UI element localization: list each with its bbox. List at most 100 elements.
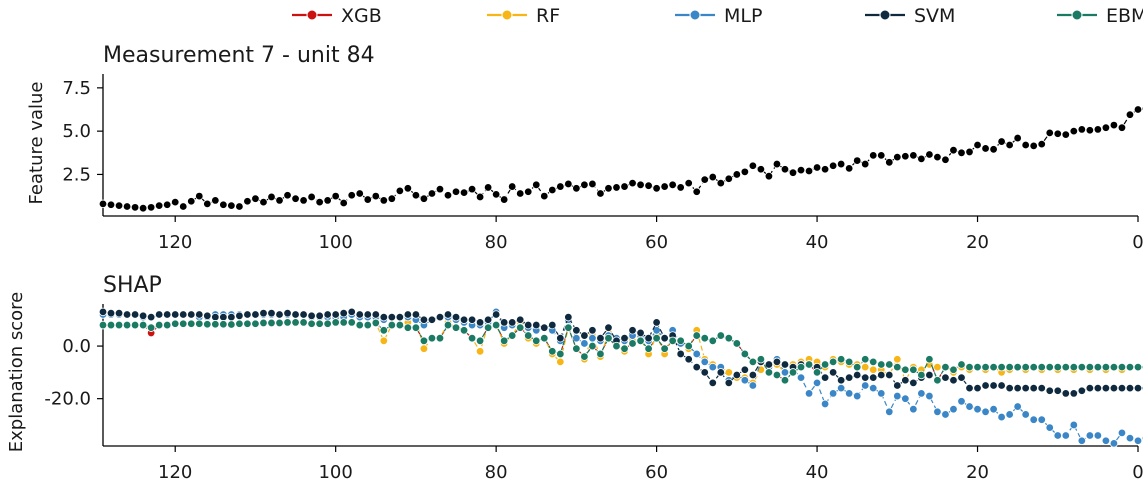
shap-ebm-point: [179, 319, 188, 328]
shap-mlp-point: [580, 339, 589, 348]
shap-ebm-point: [572, 344, 581, 353]
shap-ebm-point: [499, 336, 509, 346]
feature-value-series-0-point: [259, 197, 268, 207]
shap-mlp-point: [965, 402, 974, 411]
feature-value-series-0-point: [187, 197, 196, 206]
shap-mlp-point: [836, 383, 846, 393]
shap-ebm-point: [1013, 362, 1022, 372]
shap-mlp-point: [1005, 410, 1014, 419]
feature-value-series-0-point: [973, 140, 982, 150]
shap-ebm-point: [524, 331, 533, 340]
shap-x-tick-label-60: 60: [645, 462, 668, 483]
shap-svm-point: [427, 315, 437, 324]
feature-value-series-0-point: [885, 158, 894, 167]
shap-svm-point: [395, 312, 405, 322]
feature-value-series-0-point: [652, 184, 661, 193]
feature-value-x-tick-label-120: 120: [158, 232, 192, 253]
shap-mlp-point: [885, 407, 894, 417]
feature-value-series-0-point: [315, 197, 324, 207]
shap-svm-point: [548, 320, 557, 330]
feature-value-series-0-point: [668, 180, 677, 190]
shap-mlp-point: [1109, 439, 1119, 448]
legend-rf-label: RF: [536, 5, 560, 27]
shap-ebm-point: [1125, 362, 1135, 372]
shap-ebm-point: [540, 333, 549, 343]
shap-svm-point: [869, 373, 878, 382]
feature-value-series-0-point: [676, 183, 685, 192]
shap-svm-point: [828, 368, 838, 377]
shap-mlp-point: [812, 378, 822, 388]
feature-value-series-0-point: [957, 148, 966, 157]
shap-ebm-point: [804, 360, 814, 369]
shap-ebm-point: [828, 357, 838, 367]
shap-ebm-point: [989, 362, 998, 372]
shap-svm-point: [820, 373, 830, 382]
feature-value-series-0-point: [997, 137, 1006, 146]
shap-x-tick-label-80: 80: [485, 462, 508, 483]
shap-ebm-point: [483, 323, 493, 332]
shap-mlp-point: [1021, 410, 1030, 419]
feature-value-series-0-point: [171, 197, 180, 207]
feature-value-series-0-point: [636, 180, 645, 190]
shap-svm-point: [516, 315, 525, 324]
shap-ebm-point: [604, 333, 613, 343]
shap-ebm-point: [588, 341, 597, 351]
shap-ebm-point: [387, 320, 397, 330]
shap-ebm-point: [1005, 362, 1014, 372]
shap-svm-point: [1021, 383, 1030, 393]
shap-svm-point: [411, 310, 421, 319]
shap-svm-point: [203, 311, 212, 321]
feature-value-series-0-point: [387, 194, 397, 203]
shap-ebm-point: [708, 336, 717, 346]
shap-svm-point: [154, 310, 164, 319]
shap-svm-point: [299, 310, 308, 319]
feature-value-series-0-point: [275, 196, 284, 205]
shap-svm-point: [989, 381, 998, 390]
feature-value-series-0-point: [211, 196, 220, 205]
shap-svm-point: [532, 320, 541, 330]
shap-ebm-point: [491, 320, 501, 330]
feature-value-series-0-point: [307, 192, 316, 202]
feature-value-x-tick-label-80: 80: [485, 232, 508, 253]
shap-rf-point: [419, 344, 429, 353]
shap-mlp-point: [909, 404, 918, 414]
shap-svm-point: [130, 310, 140, 319]
shap-svm-point: [259, 309, 268, 318]
shap-svm-point: [451, 312, 461, 322]
shap-svm-point: [580, 331, 589, 340]
shap-svm-point: [556, 333, 565, 343]
shap-svm-point: [997, 381, 1006, 390]
feature-value-y-tick-label-7-5: 7.5: [62, 78, 91, 99]
shap-svm-point: [491, 310, 501, 319]
shap-ebm-point: [475, 336, 485, 346]
shap-svm-point: [1085, 383, 1095, 393]
shap-ebm-point: [235, 319, 244, 328]
shap-ebm-point: [122, 320, 132, 330]
feature-value-series-0-point: [1125, 110, 1135, 119]
shap-rf-point: [724, 368, 734, 377]
feature-value-series-0-point: [130, 203, 140, 212]
feature-value-series-0-point: [154, 201, 164, 210]
shap-ebm-point: [620, 344, 629, 353]
shap-ebm-point: [796, 362, 806, 372]
feature-value-series-0-point: [395, 186, 405, 196]
feature-value-x-tick-label-40: 40: [806, 232, 829, 253]
shap-ebm-point: [684, 341, 693, 351]
feature-value-series-0-point: [820, 165, 830, 174]
shap-mlp-point: [949, 404, 958, 414]
shap-y-tick-label-0-0: 0.0: [62, 336, 91, 357]
shap-svm-point: [893, 381, 902, 390]
shap-svm-point: [885, 370, 894, 380]
shap-y-tick-label-20-0: -20.0: [44, 389, 91, 410]
feature-value-series-0-point: [684, 178, 693, 188]
shap-ebm-point: [861, 355, 870, 364]
shap-mlp-point: [957, 397, 966, 406]
shap-svm-point: [732, 370, 742, 380]
shap-svm-point: [949, 376, 958, 385]
feature-value-series-0-point: [596, 189, 605, 198]
feature-value-series-0-point: [804, 166, 814, 176]
feature-value-series-0-point: [1045, 128, 1054, 138]
shap-ebm-point: [844, 357, 854, 367]
shap-svm-point: [836, 376, 846, 385]
